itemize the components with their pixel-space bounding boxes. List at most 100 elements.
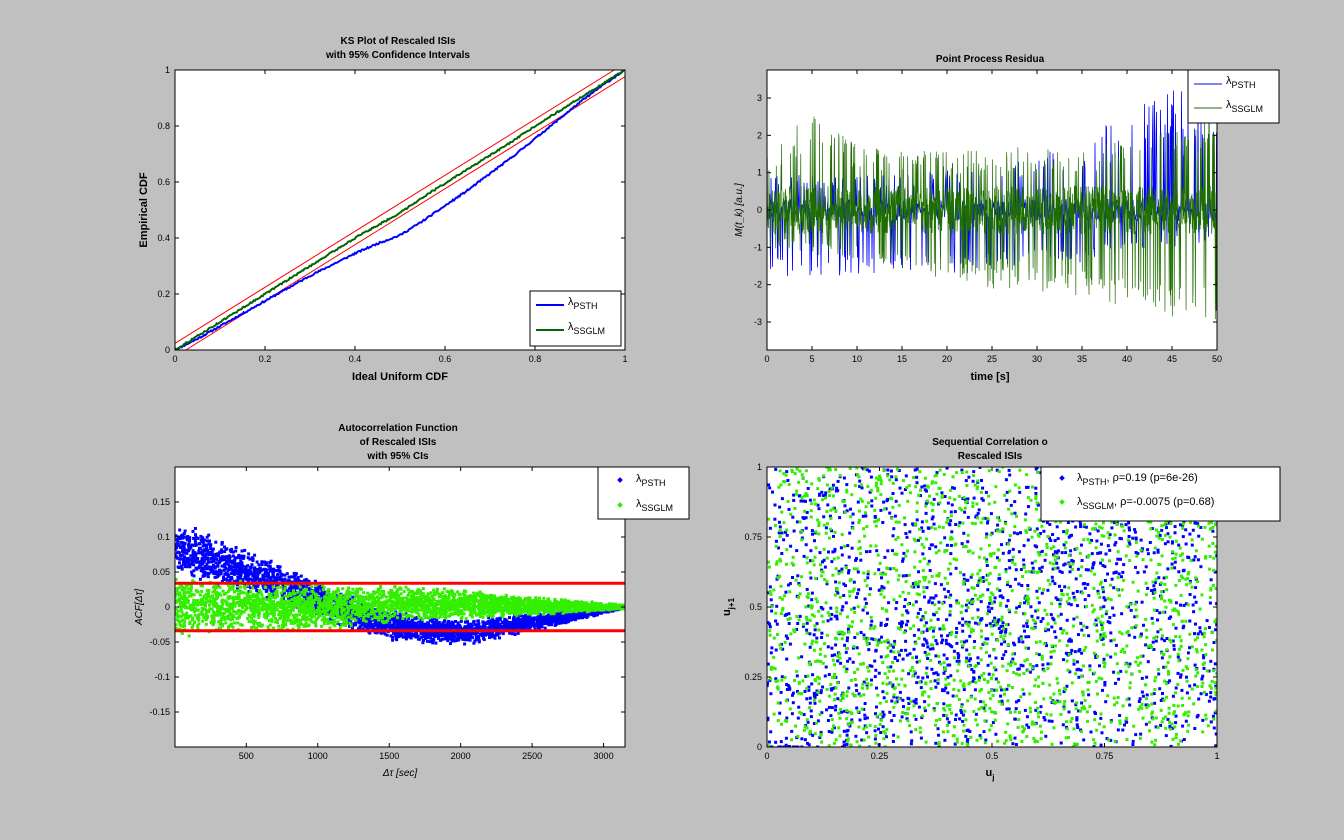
acf-point xyxy=(175,555,178,559)
acf-point xyxy=(203,544,207,548)
acf-point xyxy=(432,613,436,617)
acf-point xyxy=(243,586,247,590)
acf-point xyxy=(412,633,416,637)
acf-point xyxy=(496,633,500,637)
acf-point xyxy=(328,609,332,613)
acf-point xyxy=(258,623,262,627)
acf-point xyxy=(581,616,585,620)
acf-point xyxy=(498,636,501,640)
acf-point xyxy=(541,608,544,612)
acf-point xyxy=(532,623,536,627)
acf-point xyxy=(271,583,275,587)
residual-y-tick-label: -2 xyxy=(754,280,762,290)
acf-point xyxy=(422,631,426,635)
acf-point xyxy=(268,596,272,600)
acf-point xyxy=(422,638,425,642)
acf-point xyxy=(180,546,184,550)
acf-point xyxy=(429,612,433,616)
acf-point xyxy=(330,594,334,598)
residual-plot-panel: Point Process Residua 0 5 10 15 20 25 30 35 40 45… xyxy=(734,54,1280,383)
acf-point xyxy=(363,624,367,628)
acf-point xyxy=(447,594,451,598)
acf-point xyxy=(323,595,326,599)
acf-point xyxy=(209,547,213,551)
acf-point xyxy=(394,634,398,638)
acf-point xyxy=(347,586,351,590)
acf-point xyxy=(415,633,419,637)
acf-point xyxy=(258,621,262,625)
acf-point xyxy=(213,566,217,570)
acf-point xyxy=(281,610,285,614)
acf-point xyxy=(210,621,214,625)
acf-point xyxy=(396,624,400,628)
acf-point xyxy=(268,623,272,627)
acf-point xyxy=(493,636,497,640)
residual-x-tick-label: 15 xyxy=(897,354,907,364)
acf-point xyxy=(524,597,528,601)
acf-point xyxy=(392,620,396,624)
acf-point xyxy=(307,593,311,597)
acf-point xyxy=(545,617,549,621)
acf-point xyxy=(268,564,272,568)
acf-point xyxy=(250,578,254,582)
acf-point xyxy=(307,587,311,590)
acf-point xyxy=(194,541,198,545)
acf-point xyxy=(225,555,229,559)
acf-point xyxy=(176,550,180,554)
acf-point xyxy=(257,624,261,628)
acf-point xyxy=(240,568,244,572)
acf-point xyxy=(419,589,423,593)
residual-x-tick-label: 0 xyxy=(764,354,769,364)
acf-point xyxy=(524,618,528,622)
acf-point xyxy=(234,569,238,573)
acf-point xyxy=(586,612,590,616)
acf-point xyxy=(225,560,229,564)
acf-point xyxy=(424,595,428,598)
acf-point xyxy=(520,626,524,630)
acf-point xyxy=(207,571,211,575)
acf-point xyxy=(344,593,348,597)
acf-point xyxy=(415,601,419,605)
acf-point xyxy=(228,606,232,610)
acf-point xyxy=(453,598,457,602)
acf-point xyxy=(241,570,245,574)
ks-plot-panel: KS Plot of Rescaled ISIs with 95% Confid… xyxy=(138,36,628,383)
acf-point xyxy=(179,619,183,623)
acf-point xyxy=(584,611,588,615)
acf-point xyxy=(444,624,448,628)
acf-point xyxy=(432,626,436,630)
acf-point xyxy=(320,624,324,628)
acf-point xyxy=(382,625,386,629)
acf-point xyxy=(235,587,239,591)
acf-point xyxy=(314,584,318,588)
acf-point xyxy=(379,627,383,631)
acf-point xyxy=(192,536,196,540)
acf-point xyxy=(450,620,454,624)
acf-point xyxy=(312,597,316,601)
acf-point xyxy=(201,553,205,557)
acf-point xyxy=(384,623,388,627)
ks-y-tick-label: 1 xyxy=(165,65,170,75)
acf-point xyxy=(366,614,370,618)
acf-point xyxy=(220,550,224,554)
acf-point xyxy=(277,568,281,572)
acf-point xyxy=(239,559,243,563)
acf-point xyxy=(220,542,224,546)
acf-point xyxy=(218,610,222,614)
acf-point xyxy=(210,565,214,569)
acf-point xyxy=(387,591,391,595)
acf-point xyxy=(182,596,186,600)
acf-point xyxy=(462,592,465,596)
acf-point xyxy=(378,596,382,600)
acf-point xyxy=(253,553,257,557)
acf-point xyxy=(288,575,292,579)
acf-point xyxy=(398,612,402,616)
acf-point xyxy=(198,577,202,581)
acf-point xyxy=(313,589,317,593)
acf-point xyxy=(221,624,225,628)
acf-series-ssglm-points xyxy=(175,578,625,638)
acf-point xyxy=(271,575,275,579)
acf-point xyxy=(308,604,312,608)
acf-point xyxy=(523,616,527,620)
acf-point xyxy=(410,619,414,623)
